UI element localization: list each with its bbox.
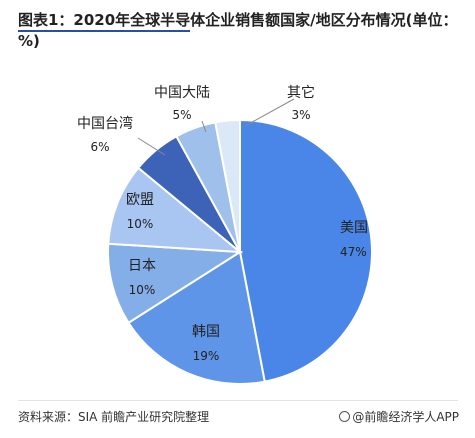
pie-slice-3 [107, 166, 244, 254]
slice-value-4: 6% [90, 140, 109, 154]
leader-line-6 [244, 98, 295, 127]
slice-label-3: 欧盟 [126, 192, 154, 208]
slice-value-3: 10% [127, 217, 154, 231]
slice-value-1: 19% [193, 349, 220, 363]
leader-line-5 [201, 120, 207, 133]
slice-label-1: 韩国 [192, 324, 220, 340]
pie-slice-6 [214, 118, 241, 253]
pie-slice-1 [127, 250, 266, 385]
slice-value-6: 3% [291, 108, 310, 122]
slice-label-4: 中国台湾 [77, 115, 133, 132]
title-underline [18, 30, 190, 32]
chart-title: 图表1：2020年全球半导体企业销售额国家/地区分布情况(单位：%) [18, 11, 458, 50]
leader-line-4 [137, 137, 166, 156]
source-note: 资料来源：SIA 前瞻产业研究院整理 [18, 410, 210, 424]
slice-label-2: 日本 [128, 258, 156, 274]
slice-value-0: 47% [340, 245, 367, 259]
brand-note: @前瞻经济学人APP [339, 408, 459, 425]
slice-label-5: 中国大陆 [154, 85, 210, 101]
pie-slice-2 [107, 242, 244, 325]
pie-slice-0 [239, 118, 373, 383]
slice-label-0: 美国 [340, 220, 368, 236]
brand-logo-icon [339, 411, 351, 422]
slice-label-6: 其它 [287, 84, 315, 101]
slice-value-5: 5% [172, 108, 191, 122]
footer-divider [18, 400, 458, 401]
slice-value-2: 10% [129, 283, 156, 297]
brand-text: @前瞻经济学人APP [352, 410, 459, 424]
